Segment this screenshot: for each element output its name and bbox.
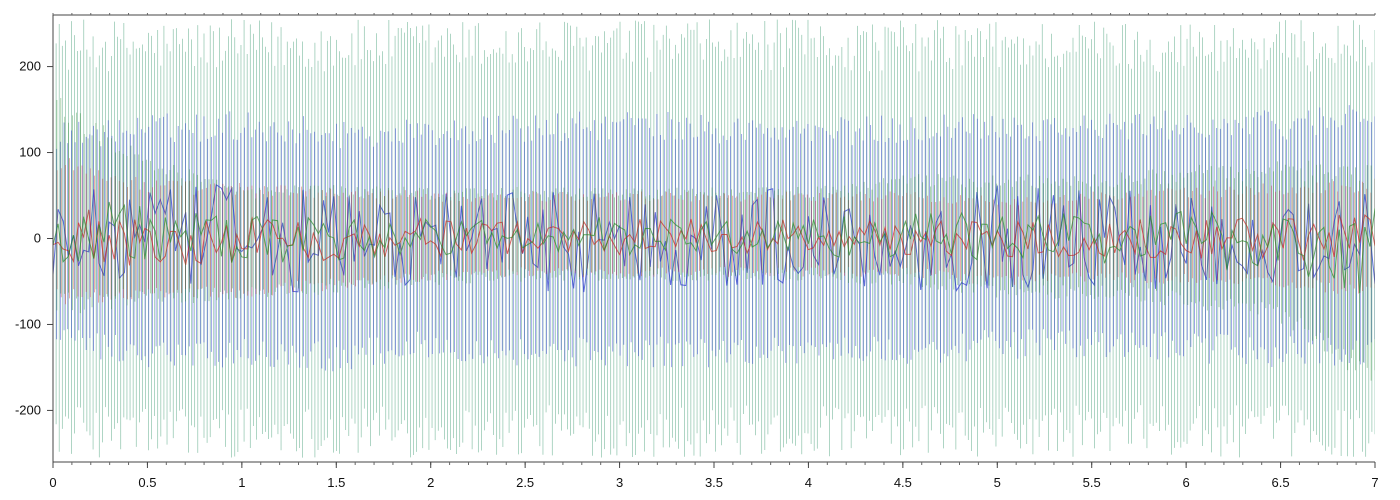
series-2-core (53, 184, 1375, 293)
y-tick-label: -200 (15, 402, 41, 417)
axes (47, 13, 1376, 468)
x-tick-label: 6.5 (1272, 475, 1290, 490)
series-layer (53, 19, 1375, 458)
series-1 (53, 19, 1375, 458)
x-tick-label: 5 (994, 475, 1001, 490)
series-2-trace (53, 105, 1375, 372)
x-tick-label: 1 (238, 475, 245, 490)
series-4 (53, 93, 1375, 381)
y-tick-label: 0 (34, 231, 41, 246)
series-1-trace (53, 19, 1375, 458)
x-tick-label: 3 (616, 475, 623, 490)
series-4-trace (53, 93, 1375, 381)
y-tick-label: -100 (15, 316, 41, 331)
x-tick-label: 2 (427, 475, 434, 490)
series-3 (53, 155, 1375, 305)
y-tick-label: 200 (19, 59, 41, 74)
y-tick-label: 100 (19, 145, 41, 160)
x-tick-label: 6 (1183, 475, 1190, 490)
x-tick-label: 1.5 (327, 475, 345, 490)
x-tick-label: 0.5 (138, 475, 156, 490)
x-tick-label: 4.5 (894, 475, 912, 490)
series-4-core (53, 201, 1375, 294)
x-tick-label: 5.5 (1083, 475, 1101, 490)
x-tick-label: 4 (805, 475, 812, 490)
series-2 (53, 105, 1375, 372)
x-tick-label: 0 (49, 475, 56, 490)
tick-labels: 0 0.5 1 1.5 2 2.5 3 3.5 4 4.5 5 5.5 6 6.5 7 -200 -100 0 10… (15, 59, 1379, 490)
x-tick-label: 7 (1371, 475, 1378, 490)
x-tick-label: 2.5 (516, 475, 534, 490)
series-3-core (53, 209, 1375, 266)
x-tick-label: 3.5 (705, 475, 723, 490)
